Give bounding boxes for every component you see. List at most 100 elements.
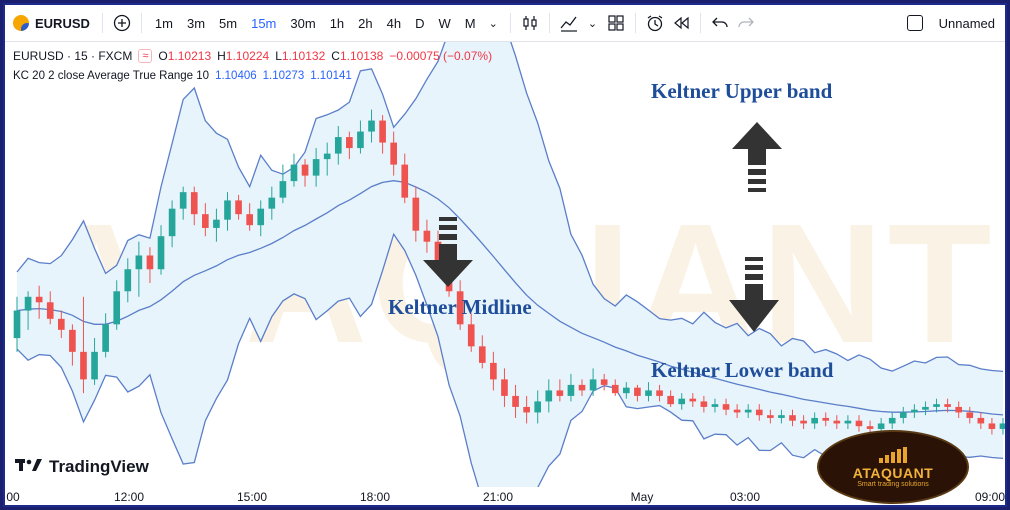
divider	[101, 13, 103, 33]
templates-icon[interactable]	[603, 10, 629, 36]
candle	[80, 351, 87, 380]
open-label: O	[158, 49, 168, 63]
candle	[312, 159, 320, 176]
time-label: 21:00	[482, 490, 514, 504]
candle	[778, 415, 785, 418]
kc-upper-value: 1.10406	[215, 70, 257, 82]
badge-tagline: Smart trading solutions	[857, 480, 929, 488]
candle	[711, 404, 719, 407]
candle	[645, 390, 652, 396]
candle	[733, 409, 741, 413]
chevron-down-icon[interactable]: ⌄	[488, 17, 498, 30]
timeframe-d[interactable]: D	[415, 15, 425, 31]
candle	[578, 384, 586, 391]
timeframe-1m[interactable]: 1m	[154, 15, 173, 31]
candle	[135, 255, 143, 270]
candle	[279, 181, 287, 198]
candle	[955, 406, 963, 413]
candle	[977, 417, 985, 424]
candle	[357, 131, 364, 149]
candle	[146, 255, 154, 270]
candle	[877, 423, 885, 429]
candle	[899, 412, 907, 418]
indicator-name: KC 20 2 close Average True Range 10	[13, 70, 210, 82]
candle	[290, 164, 298, 182]
timeframe-15m[interactable]: 15m	[251, 15, 277, 31]
candles-icon[interactable]	[517, 10, 543, 36]
down-arrow-icon	[729, 257, 779, 332]
candle	[944, 404, 951, 407]
candle	[556, 390, 564, 396]
timeframe-4h[interactable]: 4h	[386, 15, 402, 31]
time-axis[interactable]: 00 12:00 15:00 18:00 21:00 May 03:00 09:…	[5, 487, 1005, 505]
candle	[922, 406, 929, 410]
candle	[434, 241, 442, 264]
candle	[700, 401, 708, 407]
timeframe-m[interactable]: M	[464, 15, 476, 31]
timeframe-5m[interactable]: 5m	[219, 15, 238, 31]
timeframe-30m[interactable]: 30m	[290, 15, 316, 31]
candle	[634, 387, 641, 396]
candle	[678, 398, 686, 405]
candle	[24, 296, 32, 311]
bar-chart-logo-icon	[879, 446, 907, 463]
candle	[113, 291, 121, 325]
candle	[168, 208, 176, 237]
timeframe-1h[interactable]: 1h	[329, 15, 345, 31]
candle	[534, 401, 542, 413]
candle	[423, 230, 431, 242]
redo-icon[interactable]	[733, 10, 759, 36]
candle	[478, 346, 486, 363]
candle	[268, 197, 276, 209]
candle	[811, 417, 818, 424]
replay-icon[interactable]	[668, 10, 694, 36]
candle	[966, 412, 974, 418]
candle	[379, 120, 386, 143]
indicators-icon[interactable]	[556, 10, 582, 36]
candle	[999, 423, 1005, 429]
candle	[523, 406, 530, 413]
symbol-search[interactable]: EURUSD	[5, 5, 96, 41]
open-value: 1.10213	[167, 49, 212, 63]
candle	[866, 426, 874, 429]
alert-icon[interactable]	[642, 10, 668, 36]
close-value: 1.10138	[339, 49, 384, 63]
indicator-legend[interactable]: KC 20 2 close Average True Range 10 1.10…	[13, 70, 352, 82]
kc-lower-value: 1.10141	[310, 70, 352, 82]
candle	[323, 153, 331, 160]
keltner-band-fill	[17, 42, 1003, 487]
timeframe-w[interactable]: W	[438, 15, 451, 31]
candle	[235, 200, 242, 215]
candle	[69, 329, 76, 352]
candle	[822, 417, 830, 421]
annotation-upper-band: Keltner Upper band	[651, 79, 833, 103]
layout-menu[interactable]: Unnamed	[906, 5, 995, 41]
candle	[589, 379, 597, 391]
price-chart[interactable]: ATAQUANT	[5, 42, 1005, 487]
candle	[855, 420, 863, 427]
candle	[545, 390, 553, 402]
divider	[509, 13, 511, 33]
candle	[789, 415, 796, 421]
candle	[35, 296, 43, 303]
timeframe-3m[interactable]: 3m	[186, 15, 206, 31]
time-label: 12:00	[113, 490, 145, 504]
add-symbol-icon[interactable]	[109, 10, 135, 36]
candle	[467, 324, 475, 347]
candle	[57, 318, 65, 330]
undo-icon[interactable]	[707, 10, 733, 36]
divider	[140, 13, 142, 33]
candle	[722, 404, 730, 410]
time-label: 15:00	[236, 490, 268, 504]
divider	[548, 13, 550, 33]
legend-badge-icon: ≈	[138, 49, 153, 63]
time-label: 18:00	[359, 490, 391, 504]
tradingview-wordmark: TradingView	[49, 457, 149, 476]
timeframe-2h[interactable]: 2h	[358, 15, 373, 31]
chevron-down-icon[interactable]: ⌄	[587, 17, 598, 30]
layout-checkbox-icon[interactable]	[906, 15, 923, 31]
candle	[689, 398, 697, 402]
tradingview-logo[interactable]: TradingView	[15, 457, 149, 477]
candle	[202, 214, 209, 228]
candle	[911, 409, 918, 413]
